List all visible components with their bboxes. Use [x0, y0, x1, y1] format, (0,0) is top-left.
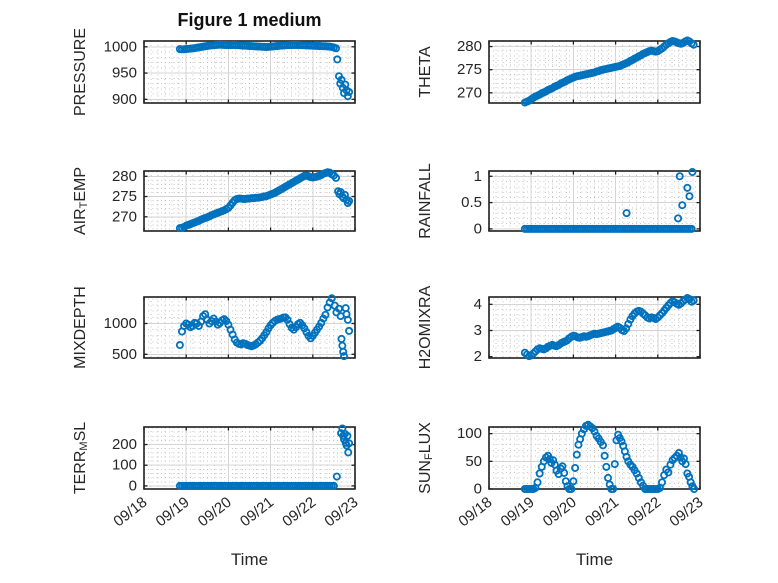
y-axis-label: PRESSURE [72, 28, 89, 116]
y-axis-label: MIXDEPTH [72, 286, 89, 369]
ytick-label: 275 [457, 61, 482, 78]
xtick-label: 09/21 [237, 494, 277, 531]
xtick-label: 09/23 [666, 494, 706, 531]
y-axis-label: SUNF​LUX [417, 422, 436, 494]
ytick-label: 4 [474, 296, 482, 313]
xtick-label: 09/20 [540, 494, 580, 531]
xtick-label: 09/19 [498, 494, 538, 531]
ytick-label: 100 [457, 425, 482, 442]
ytick-label: 280 [457, 38, 482, 55]
ytick-label: 0 [474, 481, 482, 498]
subplot-theta: 270 275 280 THETA [417, 36, 701, 107]
subplot-h2omixra: 2 3 4 H2OMIXRA [417, 285, 701, 369]
x-axis-label: Time [576, 550, 613, 569]
ytick-label: 100 [112, 457, 137, 474]
chart-svg-air_temp: 270 275 280 AIRT​EMP [72, 167, 356, 235]
ytick-label: 500 [112, 346, 137, 363]
scatter-markers [520, 294, 698, 361]
ytick-label: 1000 [104, 315, 137, 332]
xtick-label: 09/22 [279, 494, 319, 531]
ytick-label: 0.5 [461, 194, 482, 211]
x-axis-label: Time [231, 550, 268, 569]
figure-title: Figure 1 medium [177, 10, 322, 30]
y-axis-label: AIRT​EMP [72, 167, 91, 235]
scatter-markers [520, 168, 697, 233]
subplot-air-temp: 270 275 280 AIRT​EMP [72, 167, 356, 235]
ytick-label: 1000 [104, 38, 137, 55]
xtick-label: 09/18 [110, 494, 150, 531]
ytick-label: 0 [474, 220, 482, 237]
scatter-markers [520, 420, 699, 494]
subplot-sun-flux: 0 50 100 SUNF​LUX 09/1809/1909/2009/2109/220… [417, 420, 706, 569]
ytick-label: 270 [457, 84, 482, 101]
y-axis-label: THETA [417, 46, 434, 98]
y-axis-label: H2OMIXRA [417, 285, 434, 369]
scatter-markers [175, 424, 354, 490]
subplot-pressure: 900 950 1000 PRESSURE [72, 28, 356, 116]
ytick-label: 275 [112, 188, 137, 205]
chart-svg-pressure: 900 950 1000 PRESSURE [72, 28, 356, 116]
xtick-label: 09/21 [582, 494, 622, 531]
chart-svg-rainfall: 0 0.5 1 RAINFALL [417, 163, 701, 239]
ytick-label: 0 [129, 477, 137, 494]
ytick-label: 200 [112, 436, 137, 453]
ytick-label: 280 [112, 168, 137, 185]
ytick-label: 900 [112, 91, 137, 108]
y-axis-label: RAINFALL [417, 163, 434, 239]
scatter-markers [175, 168, 354, 233]
xtick-label: 09/22 [624, 494, 664, 531]
scatter-markers [175, 294, 354, 361]
chart-svg-theta: 270 275 280 THETA [417, 36, 701, 107]
subplot-rainfall: 0 0.5 1 RAINFALL [417, 163, 701, 239]
ytick-label: 2 [474, 348, 482, 365]
ytick-label: 1 [474, 168, 482, 185]
chart-svg-terr_msl: 0 100 200 TERRM​SL 09/1809/1909/2009/2109/22… [72, 422, 362, 569]
xtick-label: 09/18 [455, 494, 495, 531]
ytick-label: 270 [112, 208, 137, 225]
chart-svg-mixdepth: 500 1000 MIXDEPTH [72, 286, 356, 369]
scatter-markers [520, 36, 698, 107]
y-axis-label: TERRM​SL [72, 422, 91, 494]
xtick-label: 09/23 [321, 494, 361, 531]
xtick-label: 09/19 [153, 494, 193, 531]
subplot-mixdepth: 500 1000 MIXDEPTH [72, 286, 356, 369]
ytick-label: 950 [112, 65, 137, 82]
subplot-terr-msl: 0 100 200 TERRM​SL 09/1809/1909/2009/2109/22… [72, 422, 362, 569]
chart-svg-h2omixra: 2 3 4 H2OMIXRA [417, 285, 701, 369]
xtick-label: 09/20 [195, 494, 235, 531]
chart-svg-sun_flux: 0 50 100 SUNF​LUX 09/1809/1909/2009/2109/220… [417, 420, 706, 569]
scatter-markers [175, 40, 354, 101]
ytick-label: 50 [465, 453, 482, 470]
ytick-label: 3 [474, 322, 482, 339]
